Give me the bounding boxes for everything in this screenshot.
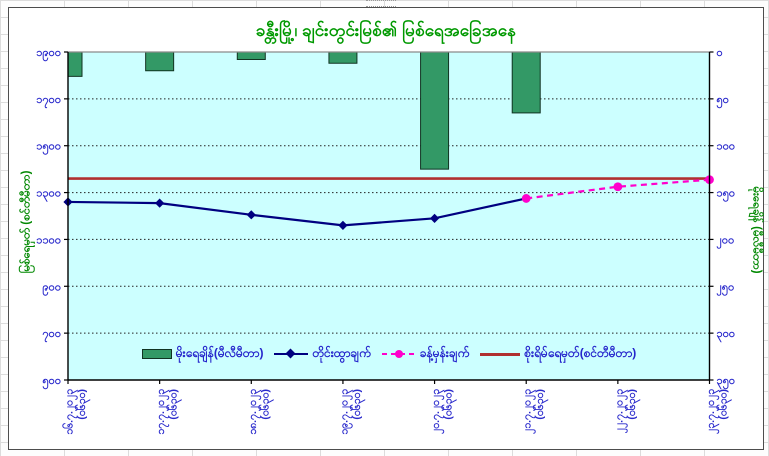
- plot-area: [68, 52, 710, 380]
- svg-text:၁၇၀၀: ၁၇၀၀: [36, 94, 61, 109]
- chart-title: ခန္တီးမြို့၊ ချင်းတွင်းမြစ်၏ မြစ်ရေအခြေအ…: [256, 21, 516, 40]
- svg-text:၁၉.၇.၂၀၂၃(၀၆၃၀): ၁၉.၇.၂၀၂၃(၀၆၃၀): [338, 389, 366, 435]
- left-axis-title: မြစ်ရေမှတ် (စင်တီမီတာ): [20, 170, 33, 274]
- svg-text:၁၉၀၀: ၁၉၀၀: [36, 47, 61, 62]
- svg-text:၂၂.၇.၂၀၂၃(၀၆၃၀): ၂၂.၇.၂၀၂၃(၀၆၃၀): [613, 389, 641, 433]
- svg-text:၂၅၀: ၂၅၀: [717, 281, 735, 296]
- legend-item-danger: စိုးရိမ်ရေမှတ်(စင်တီမီတာ): [480, 345, 636, 363]
- chart-object[interactable]: ၁၉၀၀ ၁၇၀၀ ၁၅၀၀ ၁၃၀၀ ၁၁၀၀ ၉၀၀ ၇၀၀ ၅၀၀၀၅၀ ၁၀၀ ၁၅၀ ၂၀…: [8, 7, 764, 450]
- forecast-markers: [521, 175, 714, 203]
- legend-label-rainfall: မိုးရေချိန်(မီလီမီတာ): [175, 346, 264, 360]
- rainfall-bars: [68, 52, 541, 170]
- observed-line: [67, 197, 527, 227]
- legend-item-forecast: ခန့်မှန်းချက်: [381, 345, 470, 363]
- x-axis-labels: ၁၆.၇.၂၀၂၃(၀၆၃၀) ၁၇.၇.၂၀၂၃(၀၆၃၀) ၁၈.၇.၂၀၂၃(…: [63, 380, 733, 435]
- svg-text:၂၀၀: ၂၀၀: [717, 234, 735, 249]
- rainfall-swatch: [141, 349, 172, 359]
- right-axis-title: မိုးရေချိန် (မီလီမီတာ): [750, 186, 763, 274]
- svg-text:၁၁၀၀: ၁၁၀၀: [36, 234, 61, 246]
- svg-text:၁၃၀၀: ၁၃၀၀: [36, 188, 61, 203]
- chart-legend: မိုးရေချိန်(မီလီမီတာ) တိုင်းထွာချက် ခန့်…: [68, 342, 710, 366]
- svg-text:၁၅၀: ၁၅၀: [717, 188, 736, 203]
- svg-text:၂၃.၇.၂၀၂၃(၀၆၃၀): ၂၃.၇.၂၀၂၃(၀၆၃၀): [705, 389, 733, 434]
- legend-label-observed: တိုင်းထွာချက်: [312, 346, 371, 360]
- svg-text:၁၇.၇.၂၀၂၃(၀၆၃၀): ၁၇.၇.၂၀၂၃(၀၆၃၀): [155, 389, 183, 435]
- svg-text:၁၆.၇.၂၀၂၃(၀၆၃၀): ၁၆.၇.၂၀၂၃(၀၆၃၀): [63, 389, 92, 435]
- svg-text:၁၈.၇.၂၀၂၃(၀၆၃၀): ၁၈.၇.၂၀၂၃(၀၆၃၀): [247, 389, 274, 435]
- svg-text:၂၁.၇.၂၀၂၃(၀၆၃၀): ၂၁.၇.၂၀၂၃(၀၆၃၀): [522, 389, 550, 434]
- chart-plot-svg: ၁၉၀၀၁၇၀၀၁၅၀၀၁၃၀၀၁၁၀၀၉၀၀၇၀၀၅၀၀၀၅၀၁၀၀၁၅၀၂၀…: [36, 47, 736, 435]
- svg-text:၉၀၀: ၉၀၀: [42, 281, 61, 296]
- legend-item-rainfall: မိုးရေချိန်(မီလီမီတာ): [141, 345, 264, 363]
- svg-text:၇၀၀: ၇၀၀: [42, 328, 61, 343]
- sheet-cell-artifact: [366, 0, 396, 7]
- legend-item-observed: တိုင်းထွာချက်: [274, 345, 371, 363]
- svg-text:၃၅၀: ၃၅၀: [717, 375, 736, 390]
- svg-text:၁၀၀: ၁၀၀: [717, 141, 736, 153]
- svg-text:၀: ၀: [717, 47, 723, 59]
- danger-swatch: [480, 348, 521, 360]
- legend-label-forecast: ခန့်မှန်းချက်: [419, 346, 470, 360]
- gridlines: [68, 98, 710, 334]
- svg-text:၁၅၀၀: ၁၅၀၀: [36, 141, 61, 156]
- svg-text:၃၀၀: ၃၀၀: [717, 328, 736, 343]
- svg-text:၂၀.၇.၂၀၂၃(၀၆၃၀): ၂၀.၇.၂၀၂၃(၀၆၃၀): [430, 389, 458, 434]
- axes: [67, 51, 711, 381]
- observed-swatch: [274, 348, 309, 360]
- svg-text:၅၀: ၅၀: [717, 94, 729, 109]
- legend-label-danger: စိုးရိမ်ရေမှတ်(စင်တီမီတာ): [524, 346, 637, 360]
- forecast-swatch: [381, 348, 416, 360]
- svg-text:၅၀၀: ၅၀၀: [42, 375, 61, 390]
